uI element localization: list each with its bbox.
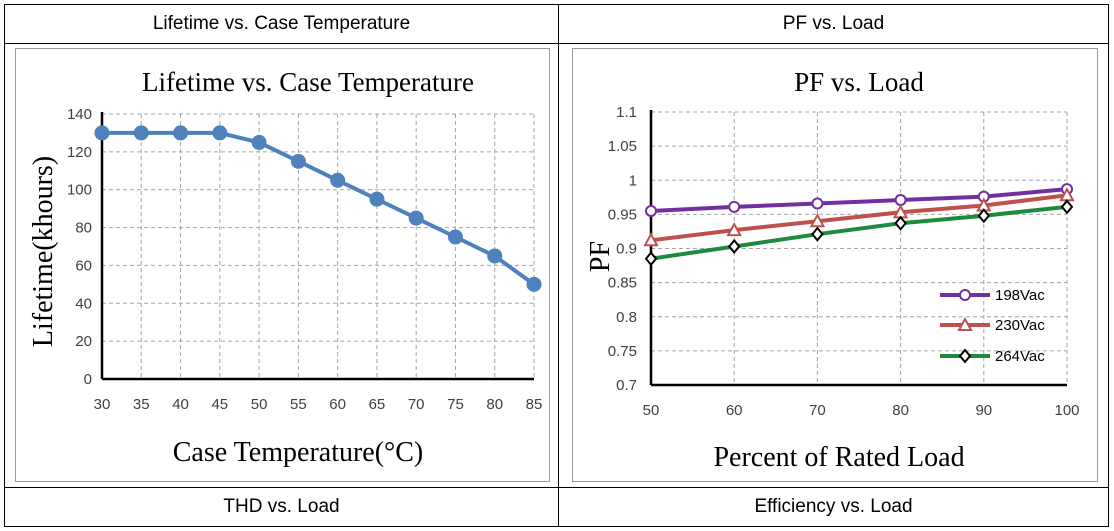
x-tick-label: 50 xyxy=(251,396,268,413)
y-tick-label: 0.7 xyxy=(616,377,637,394)
header-pf: PF vs. Load xyxy=(782,13,885,34)
table-divider-top xyxy=(4,43,1109,44)
data-point-230Vac xyxy=(643,232,659,247)
y-tick-label: 0.85 xyxy=(608,275,637,292)
lifetime-data-point xyxy=(94,125,110,141)
data-point-264Vac xyxy=(727,238,741,255)
x-tick-label: 80 xyxy=(892,402,909,419)
data-point-198Vac xyxy=(811,197,824,210)
x-tick-label: 75 xyxy=(447,396,464,413)
legend-label-264Vac: 264Vac xyxy=(995,348,1045,365)
series-line-198Vac xyxy=(650,187,1068,213)
chart-title: PF vs. Load xyxy=(794,67,924,97)
x-tick-label: 40 xyxy=(172,396,189,413)
data-point-264Vac xyxy=(894,215,907,231)
legend-marker-264Vac xyxy=(958,348,972,364)
legend-label-198Vac: 198Vac xyxy=(995,287,1045,304)
x-axis-label: Percent of Rated Load xyxy=(713,442,964,473)
y-tick-label: 140 xyxy=(67,106,92,123)
x-tick-label: 70 xyxy=(809,402,826,419)
header-efficiency: Efficiency vs. Load xyxy=(754,496,913,517)
y-tick-label: 0.95 xyxy=(608,206,637,223)
y-tick-label: 60 xyxy=(75,257,92,274)
x-tick-label: 35 xyxy=(133,396,150,413)
y-tick-label: 0 xyxy=(84,371,92,388)
table-divider-vertical xyxy=(558,4,559,527)
y-tick-label: 1 xyxy=(629,172,637,189)
data-point-264Vac xyxy=(1060,199,1074,215)
x-tick-label: 60 xyxy=(329,396,346,413)
x-tick-label: 85 xyxy=(526,396,543,413)
header-lifetime: Lifetime vs. Case Temperature xyxy=(152,13,411,34)
lifetime-data-point xyxy=(447,229,463,245)
lifetime-chart: 0 20 40 60 80 100 120 140 30 35 40 45 50 55 60 65 70 75 80… xyxy=(28,67,543,468)
x-axis-label: Case Temperature(°C) xyxy=(173,437,424,468)
data-point-198Vac xyxy=(728,200,741,213)
header-thd: THD vs. Load xyxy=(223,496,340,517)
spec-table xyxy=(4,4,1109,527)
legend-marker-230Vac xyxy=(957,316,973,331)
data-point-230Vac xyxy=(809,213,826,228)
x-tick-label: 45 xyxy=(211,396,228,413)
lifetime-data-point xyxy=(369,191,385,207)
data-point-198Vac xyxy=(894,194,907,207)
data-point-264Vac xyxy=(644,251,658,267)
lifetime-data-point xyxy=(487,248,503,264)
x-tick-label: 65 xyxy=(369,396,386,413)
lifetime-data-point xyxy=(173,125,189,141)
x-tick-label: 30 xyxy=(94,396,111,413)
y-axis-label: PF xyxy=(585,241,616,272)
y-axis-label: Lifetime(khours) xyxy=(28,156,59,347)
pf-chart-panel xyxy=(572,48,1098,482)
y-tick-label: 1.1 xyxy=(616,104,637,121)
pf-chart: 0.7 0.75 0.8 0.85 0.9 0.95 1 1.05 1.1 50 60 70 80 90 1… xyxy=(585,67,1080,473)
y-tick-label: 100 xyxy=(67,182,92,199)
y-tick-label: 80 xyxy=(75,220,92,237)
lifetime-data-point xyxy=(290,153,306,169)
x-tick-label: 70 xyxy=(408,396,425,413)
x-tick-label: 50 xyxy=(643,402,660,419)
data-point-264Vac xyxy=(811,226,824,242)
y-tick-label: 0.9 xyxy=(616,241,637,258)
lifetime-data-point xyxy=(408,210,424,226)
y-tick-label: 40 xyxy=(75,295,92,312)
y-tick-label: 0.8 xyxy=(616,309,637,326)
lifetime-data-point xyxy=(133,125,149,141)
x-tick-label: 100 xyxy=(1054,402,1079,419)
x-tick-label: 80 xyxy=(486,396,503,413)
y-tick-label: 0.75 xyxy=(608,343,637,360)
x-tick-label: 60 xyxy=(726,402,743,419)
lifetime-series-line xyxy=(102,130,536,287)
y-tick-label: 1.05 xyxy=(608,138,637,155)
lifetime-data-point xyxy=(212,125,228,141)
chart-title: Lifetime vs. Case Temperature xyxy=(142,67,474,97)
data-point-198Vac xyxy=(645,204,657,217)
lifetime-data-point xyxy=(526,276,542,292)
data-point-264Vac xyxy=(977,208,991,224)
table-divider-bottom xyxy=(4,487,1109,488)
series-line-230Vac xyxy=(650,193,1068,243)
legend-marker-198Vac xyxy=(959,289,971,301)
x-tick-label: 90 xyxy=(975,402,992,419)
lifetime-data-point xyxy=(251,134,267,150)
legend-label-230Vac: 230Vac xyxy=(995,317,1045,334)
lifetime-data-point xyxy=(330,172,346,188)
y-tick-label: 120 xyxy=(67,144,92,161)
series-line-264Vac xyxy=(650,204,1068,261)
data-point-230Vac xyxy=(726,221,742,237)
y-tick-label: 20 xyxy=(75,333,92,350)
x-tick-label: 55 xyxy=(290,396,307,413)
